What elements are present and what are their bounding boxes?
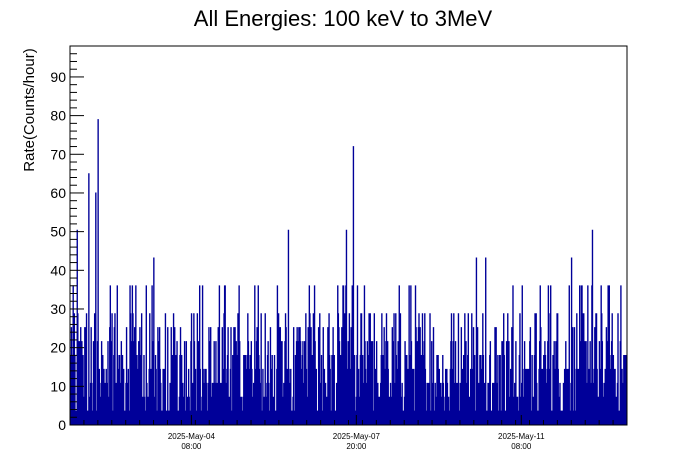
x-tick-label-time: 08:00: [511, 442, 532, 451]
y-tick-label: 50: [50, 224, 66, 240]
rate-series: [69, 119, 628, 425]
y-tick-label: 90: [50, 69, 66, 85]
x-tick-label-date: 2025-May-11: [498, 432, 545, 441]
y-tick-label: 80: [50, 108, 66, 124]
axes: 01020304050607080902025-May-0408:002025-…: [50, 45, 628, 451]
y-tick-label: 10: [50, 378, 66, 394]
x-tick-label-date: 2025-May-04: [168, 432, 216, 441]
y-tick-label: 0: [58, 417, 66, 433]
x-tick-label-time: 08:00: [181, 442, 202, 451]
chart-title: All Energies: 100 keV to 3MeV: [194, 6, 493, 31]
x-tick-label-date: 2025-May-07: [333, 432, 381, 441]
y-tick-label: 60: [50, 185, 66, 201]
rate-series-line: [69, 119, 628, 425]
y-tick-label: 40: [50, 262, 66, 278]
y-tick-label: 70: [50, 146, 66, 162]
y-tick-label: 20: [50, 340, 66, 356]
y-tick-label: 30: [50, 301, 66, 317]
x-tick-label-time: 20:00: [346, 442, 367, 451]
y-axis-label: Rate(Counts/hour): [21, 48, 38, 171]
